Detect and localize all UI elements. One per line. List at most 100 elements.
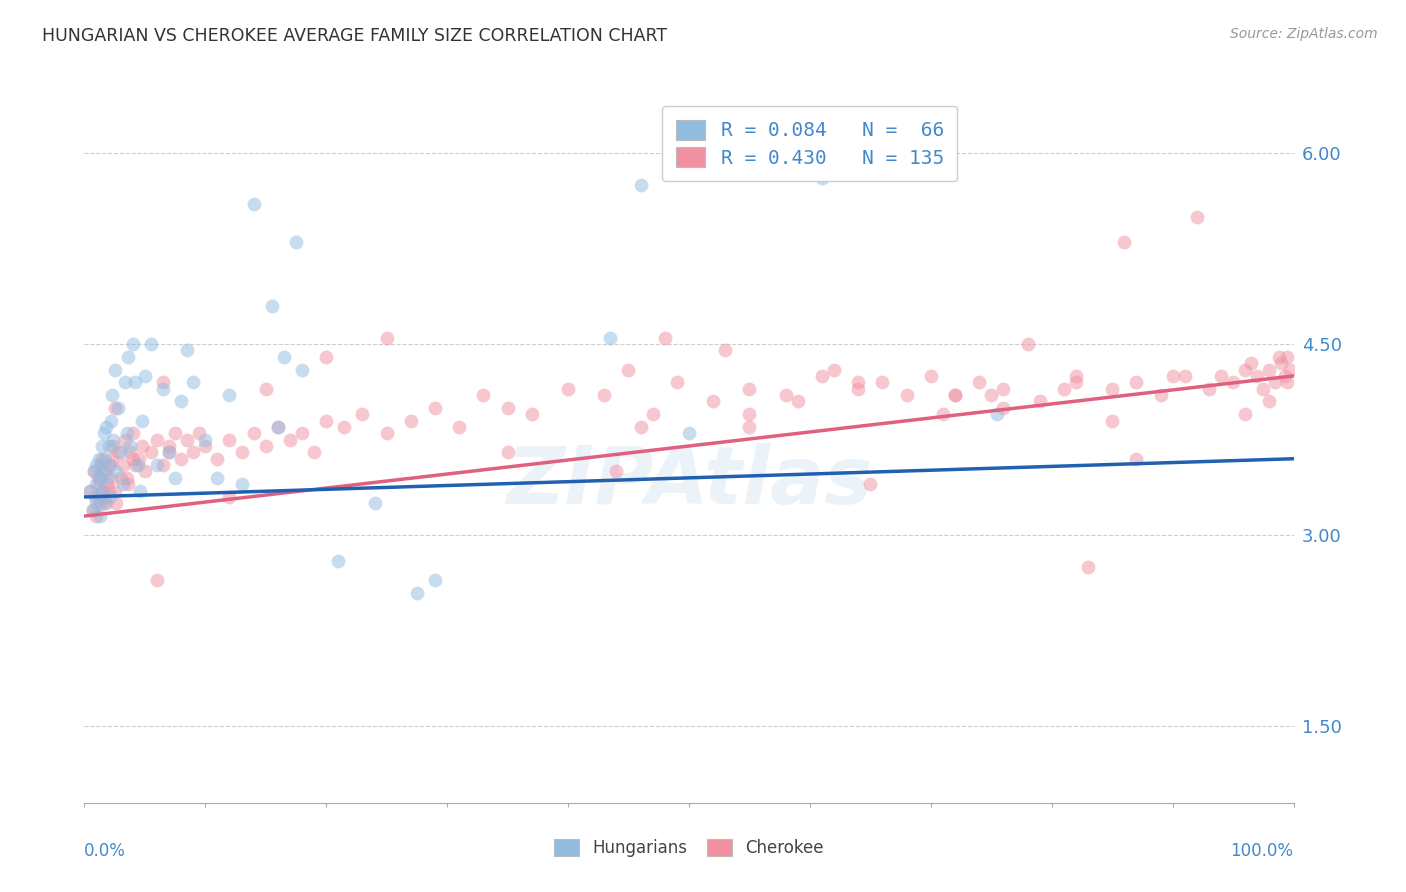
Point [315, 350, 337, 364]
Point [91, 439, 114, 453]
Point [165, 471, 187, 485]
Point [993, 401, 1015, 415]
Point [1149, 388, 1171, 402]
Point [87, 477, 110, 491]
Point [127, 458, 149, 472]
Point [472, 388, 495, 402]
Text: 0.0%: 0.0% [84, 842, 127, 860]
Point [218, 433, 240, 447]
Point [104, 496, 127, 510]
Point [93, 426, 115, 441]
Point [96, 471, 118, 485]
Point [363, 496, 385, 510]
Point [94, 496, 117, 510]
Point [231, 445, 253, 459]
Point [94, 451, 117, 466]
Point [714, 343, 737, 358]
Point [83, 465, 105, 479]
Point [1125, 376, 1147, 390]
Point [96, 477, 118, 491]
Point [967, 376, 990, 390]
Point [181, 376, 204, 390]
Point [630, 420, 652, 434]
Point [1234, 407, 1257, 421]
Point [1278, 362, 1301, 376]
Point [157, 445, 180, 459]
Point [1277, 350, 1299, 364]
Point [943, 388, 966, 402]
Point [181, 445, 204, 459]
Point [260, 299, 283, 313]
Point [120, 439, 142, 453]
Point [89, 471, 111, 485]
Text: 100.0%: 100.0% [1230, 842, 1294, 860]
Point [811, 171, 834, 186]
Point [786, 394, 808, 409]
Point [823, 362, 845, 376]
Point [1101, 382, 1123, 396]
Point [1258, 394, 1281, 409]
Point [678, 426, 700, 441]
Point [100, 413, 122, 427]
Point [859, 477, 882, 491]
Point [872, 376, 894, 390]
Point [194, 433, 217, 447]
Point [375, 426, 398, 441]
Point [1209, 368, 1232, 383]
Point [134, 465, 156, 479]
Point [152, 458, 174, 472]
Point [131, 439, 153, 453]
Point [267, 420, 290, 434]
Point [82, 502, 104, 516]
Point [557, 382, 579, 396]
Point [207, 451, 229, 466]
Point [496, 401, 519, 415]
Point [115, 426, 138, 441]
Legend: Hungarians, Cherokee: Hungarians, Cherokee [546, 831, 832, 866]
Point [423, 401, 446, 415]
Point [84, 490, 107, 504]
Point [1017, 337, 1039, 351]
Point [165, 426, 187, 441]
Point [101, 388, 124, 402]
Point [121, 451, 143, 466]
Point [188, 426, 211, 441]
Point [1114, 235, 1136, 249]
Point [920, 368, 942, 383]
Point [104, 362, 127, 376]
Point [896, 388, 918, 402]
Point [1101, 413, 1123, 427]
Point [146, 573, 169, 587]
Point [79, 483, 101, 498]
Point [82, 502, 104, 516]
Point [170, 394, 193, 409]
Point [91, 451, 114, 466]
Point [121, 426, 143, 441]
Point [112, 477, 135, 491]
Point [986, 407, 1008, 421]
Point [97, 439, 120, 453]
Point [157, 439, 180, 453]
Point [87, 451, 110, 466]
Point [114, 433, 136, 447]
Point [352, 407, 374, 421]
Point [291, 362, 314, 376]
Point [1161, 368, 1184, 383]
Point [943, 388, 966, 402]
Point [207, 471, 229, 485]
Point [152, 376, 174, 390]
Point [86, 458, 108, 472]
Point [83, 465, 105, 479]
Point [117, 350, 139, 364]
Point [112, 458, 135, 472]
Point [117, 477, 139, 491]
Point [599, 331, 621, 345]
Point [1277, 376, 1299, 390]
Text: ZIPAtlas: ZIPAtlas [506, 442, 872, 521]
Point [86, 477, 108, 491]
Point [98, 490, 121, 504]
Point [87, 490, 110, 504]
Point [267, 420, 290, 434]
Point [93, 496, 115, 510]
Point [1077, 560, 1099, 574]
